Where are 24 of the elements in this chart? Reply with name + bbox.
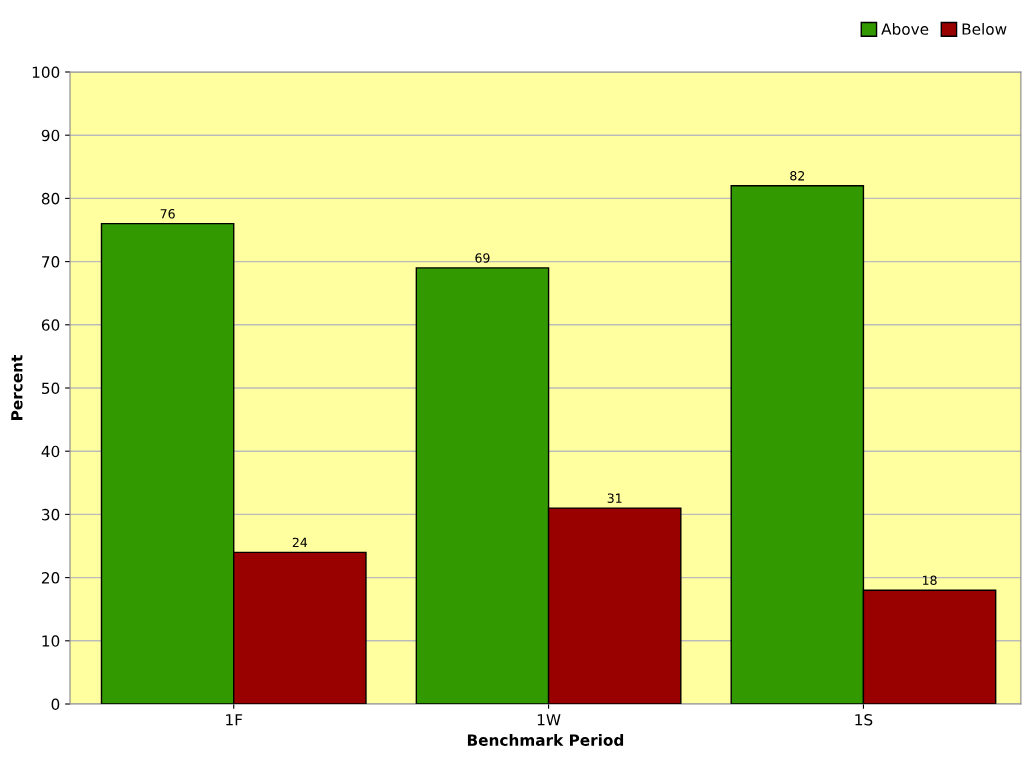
- y-tick-label: 20: [41, 572, 60, 584]
- y-tick-label: 100: [32, 66, 60, 79]
- y-tick-label: 60: [41, 319, 60, 331]
- legend-label: Below: [962, 23, 1007, 35]
- x-axis-title: Benchmark Period: [467, 734, 624, 746]
- data-label: 82: [790, 171, 805, 181]
- x-tick-label: 1S: [855, 713, 873, 726]
- y-tick-label: 70: [42, 256, 60, 268]
- x-tick-label: 1W: [537, 714, 561, 726]
- data-label: 24: [292, 537, 308, 547]
- y-tick-label: 40: [41, 445, 60, 458]
- y-tick-label: 90: [41, 129, 60, 142]
- data-label: 76: [160, 209, 175, 219]
- data-label: 69: [475, 253, 490, 263]
- legend-label: Above: [881, 23, 929, 35]
- y-tick-label: 80: [41, 192, 60, 205]
- y-tick-label: 0: [51, 698, 60, 711]
- data-label: 18: [922, 575, 937, 586]
- y-tick-label: 10: [42, 635, 60, 647]
- data-label: 31: [607, 493, 622, 503]
- y-tick-label: 30: [42, 508, 60, 521]
- y-tick-label: 50: [42, 382, 60, 395]
- y-axis-title: Percent: [11, 355, 23, 420]
- x-tick-label: 1F: [226, 714, 243, 726]
